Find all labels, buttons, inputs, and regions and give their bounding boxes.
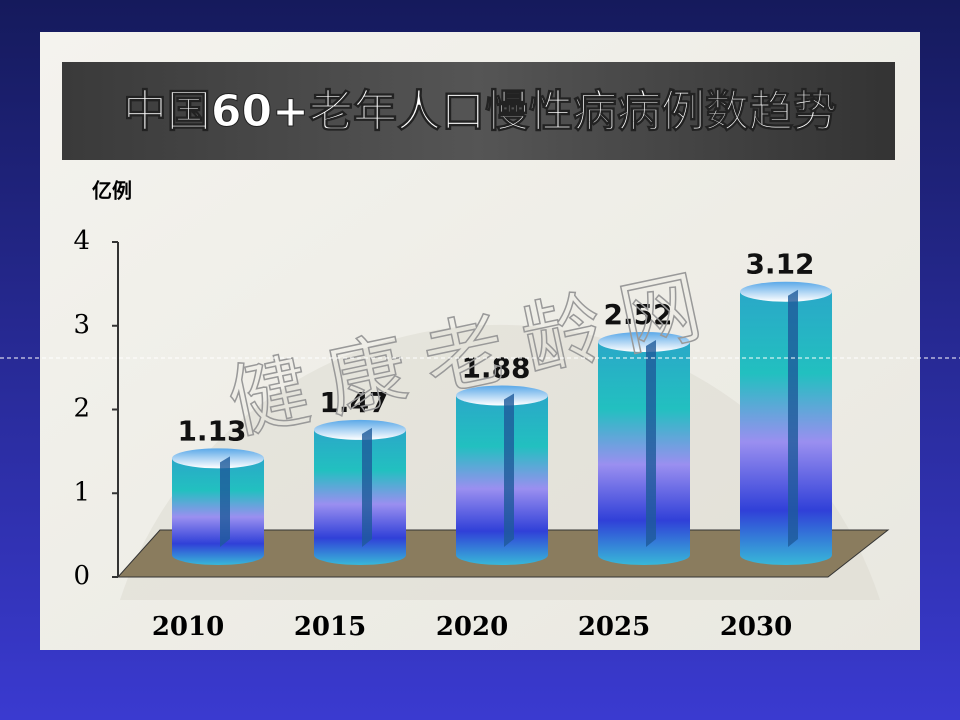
bar [172,458,264,565]
bar [740,291,832,565]
x-tick-label: 2010 [152,612,224,642]
x-tick-label: 2020 [436,612,508,642]
bar-top [456,385,548,406]
plot: 0 1 2 3 4 1.13 2010 1.47 2015 1.88 2020 2.52 2025 3.1… [73,226,890,642]
x-tick-label: 2025 [578,612,650,642]
cylinder [456,385,548,565]
title-bar [62,62,895,160]
bar-top [314,419,406,440]
value-label: 2.52 [603,298,672,331]
cylinder [172,448,264,565]
bar [598,341,690,565]
bar-shadow [646,339,656,547]
bar-shadow [788,289,798,547]
value-label: 3.12 [745,248,814,281]
bar-shadow [220,456,230,547]
cylinder [314,419,406,565]
bar [456,395,548,565]
y-tick-label: 4 [73,226,90,256]
bar-shadow [362,427,372,547]
value-label: 1.13 [177,414,246,447]
y-tick-label: 2 [73,394,90,424]
cylinder [598,331,690,565]
value-label: 1.88 [461,352,530,385]
bar-shadow [504,393,514,547]
bar-top [598,331,690,352]
y-tick-label: 0 [73,561,90,591]
x-tick-label: 2015 [294,612,366,642]
y-axis-label: 亿例 [92,179,132,203]
cylinder [740,281,832,565]
value-label: 1.47 [319,386,388,419]
bar [314,429,406,565]
bar-top [172,448,264,469]
y-tick-label: 1 [73,477,90,507]
y-tick-label: 3 [73,310,90,340]
x-tick-label: 2030 [720,612,792,642]
bar-top [740,281,832,302]
chart-title: 中国60+老年人口慢性病病例数趋势 [123,86,837,137]
